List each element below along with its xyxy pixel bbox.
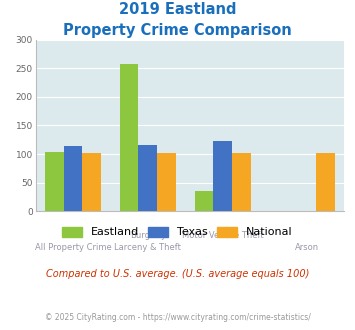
Bar bbox=[138, 145, 157, 211]
Text: Larceny & Theft: Larceny & Theft bbox=[114, 243, 181, 252]
Legend: Eastland, Texas, National: Eastland, Texas, National bbox=[62, 227, 293, 237]
Text: Burglary: Burglary bbox=[130, 231, 166, 240]
Bar bbox=[82, 153, 101, 211]
Bar bbox=[316, 153, 335, 211]
Bar bbox=[195, 191, 213, 211]
Text: Motor Vehicle Theft: Motor Vehicle Theft bbox=[182, 231, 263, 240]
Text: Arson: Arson bbox=[295, 243, 319, 252]
Bar bbox=[64, 146, 82, 211]
Text: © 2025 CityRating.com - https://www.cityrating.com/crime-statistics/: © 2025 CityRating.com - https://www.city… bbox=[45, 314, 310, 322]
Bar bbox=[213, 142, 232, 211]
Bar bbox=[120, 64, 138, 211]
Text: All Property Crime: All Property Crime bbox=[34, 243, 111, 252]
Text: Compared to U.S. average. (U.S. average equals 100): Compared to U.S. average. (U.S. average … bbox=[46, 269, 309, 279]
Bar bbox=[232, 153, 251, 211]
Text: Property Crime Comparison: Property Crime Comparison bbox=[63, 23, 292, 38]
Text: 2019 Eastland: 2019 Eastland bbox=[119, 2, 236, 16]
Bar bbox=[45, 152, 64, 211]
Bar bbox=[157, 153, 176, 211]
